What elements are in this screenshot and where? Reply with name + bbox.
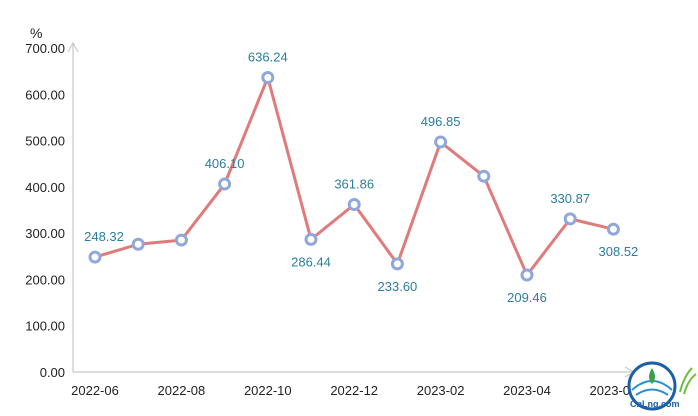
y-tick-label: 700.00 xyxy=(25,41,65,56)
data-point xyxy=(390,257,404,271)
data-label: 233.60 xyxy=(378,279,418,294)
data-point xyxy=(131,237,145,251)
data-label: 496.85 xyxy=(421,114,461,129)
x-axis-ticks: 2022-06 2022-08 2022-10 2022-12 2023-02 2023-… xyxy=(71,383,637,398)
axes xyxy=(67,41,636,378)
cnlng-logo: CnLng.com xyxy=(627,361,697,411)
data-label: 209.46 xyxy=(507,290,547,305)
x-tick-label: 2023-04 xyxy=(503,383,551,398)
x-tick-label: 2023-06 xyxy=(590,383,638,398)
watermark-text: CnLng.com xyxy=(630,399,680,409)
y-axis-ticks: 0.00 100.00 200.00 300.00 400.00 500.00 600.00… xyxy=(25,41,65,380)
data-point xyxy=(520,268,534,282)
data-point xyxy=(347,198,361,212)
data-label: 636.24 xyxy=(248,50,288,65)
x-tick-label: 2023-02 xyxy=(417,383,465,398)
data-point xyxy=(477,169,491,183)
data-label: 308.52 xyxy=(599,244,639,259)
data-point xyxy=(606,222,620,236)
x-tick-label: 2022-08 xyxy=(158,383,206,398)
y-axis-unit: % xyxy=(30,25,42,41)
y-tick-label: 100.00 xyxy=(25,319,65,334)
data-points xyxy=(88,71,620,282)
y-axis-arrow xyxy=(67,41,79,53)
data-label: 286.44 xyxy=(291,254,331,269)
x-tick-label: 2022-12 xyxy=(330,383,378,398)
data-labels: 248.32 406.10 636.24 286.44 361.86 233.60 496.… xyxy=(84,50,638,306)
y-tick-label: 300.00 xyxy=(25,226,65,241)
y-tick-label: 0.00 xyxy=(40,365,65,380)
data-point xyxy=(174,233,188,247)
data-point xyxy=(563,212,577,226)
data-point xyxy=(88,250,102,264)
y-tick-label: 400.00 xyxy=(25,180,65,195)
data-label: 330.87 xyxy=(550,191,590,206)
data-label: 406.10 xyxy=(205,156,245,171)
y-tick-label: 600.00 xyxy=(25,87,65,102)
data-label: 248.32 xyxy=(84,229,124,244)
x-tick-label: 2022-06 xyxy=(71,383,119,398)
x-tick-label: 2022-10 xyxy=(244,383,292,398)
data-point xyxy=(218,177,232,191)
data-point xyxy=(304,232,318,246)
data-point xyxy=(261,71,275,85)
data-label: 361.86 xyxy=(334,177,374,192)
data-point xyxy=(434,135,448,149)
y-tick-label: 500.00 xyxy=(25,134,65,149)
y-tick-label: 200.00 xyxy=(25,272,65,287)
